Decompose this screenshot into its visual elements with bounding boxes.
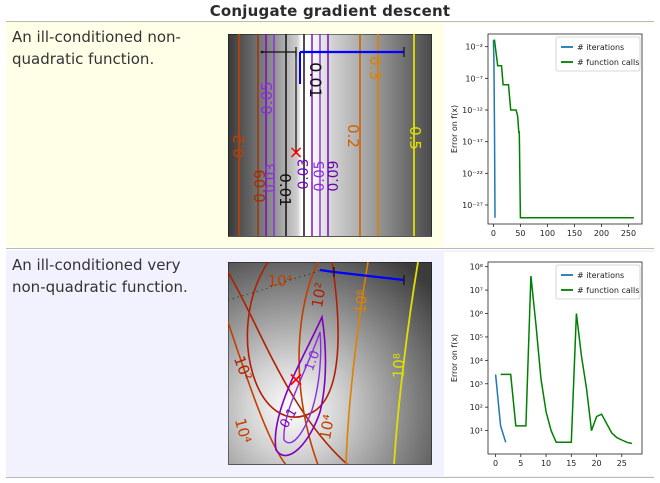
divider [6,248,654,249]
contour-label: 0.03 [296,158,312,189]
x-tick-label: 0 [491,229,496,238]
contour-label: 10² [308,281,330,309]
series-line-function-calls [493,39,634,219]
contour-label: 0.05 [258,81,276,114]
y-tick-label: 10³ [470,380,483,389]
contour-label: 10⁴ [316,413,338,441]
example-row-very-non-quadratic: An ill-conditioned very non-quadratic fu… [6,250,654,477]
contour-line [228,321,287,465]
convergence-chart: 0 50 100 150 200 250 10⁻² 10⁻⁷ 10⁻¹² 10⁻¹⁷ 10⁻²² 10… [444,24,654,246]
x-tick-label: 0 [493,459,498,468]
x-tick-label: 250 [621,229,636,238]
row-description: An ill-conditioned very non-quadratic fu… [12,256,188,296]
contour-label: 0.2 [344,124,362,148]
series-line-function-calls [500,275,633,445]
contour-label: 0.05 [312,160,328,191]
contour-label: 0.03 [264,164,279,193]
contour-label: 0.01 [276,173,294,206]
x-tick-label: 20 [591,459,601,468]
x-tick-label: 15 [566,459,576,468]
y-axis-label: Error on f(x) [450,334,459,382]
x-tick-label: 10 [541,459,551,468]
example-row-ill-conditioned: An ill-conditioned non-quadratic functio… [6,22,654,247]
page-title: Conjugate gradient descent [209,2,451,20]
divider [6,21,654,22]
legend-label: # function calls [577,58,639,67]
legend-label: # iterations [577,271,624,280]
x-tick-label: 50 [515,229,525,238]
chart-axes: 0 5 10 15 20 25 10⁸ 10⁷ 10⁶ 10⁵ 10⁴ 10³ 10² 10¹ Error … [450,261,643,468]
contour-plot: 10⁴ 10² 10⁶ 10² 10⁸ 1.0 0.1 10⁴ 10⁴ × [228,262,432,465]
row-description: An ill-conditioned non-quadratic functio… [12,28,181,68]
x-tick-label: 5 [518,459,523,468]
contour-line [345,262,369,465]
contour-label: 0.01 [306,62,325,98]
contour-label: 1.0 [302,349,323,374]
series-line-iterations [494,374,507,443]
y-tick-label: 10⁻² [465,43,483,52]
y-tick-label: 10⁻⁷ [465,74,483,83]
x-tick-label: 150 [567,229,582,238]
contour-label: 10⁴ [267,272,292,290]
contour-line [283,331,322,444]
optimum-marker: × [288,142,303,163]
y-tick-label: 10⁻¹² [462,106,483,115]
evaluation-point [260,50,264,54]
contour-label: 0.5 [406,126,424,150]
legend-label: # iterations [577,43,624,52]
contour-label: 0.3 [366,56,384,80]
legend [555,36,641,72]
y-tick-label: 10⁷ [470,286,483,295]
contour-label: 10⁶ [353,289,371,314]
y-tick-label: 10⁸ [470,263,483,272]
contour-line [393,262,419,465]
legend-label: # function calls [577,286,639,295]
contour-label: 10⁸ [390,353,409,379]
x-tick-label: 25 [617,459,627,468]
y-tick-label: 10⁴ [470,356,483,365]
contour-plot: 0.2 0.05 0.01 0.3 0.2 0.5 0.09 0.01 0.03… [228,34,432,237]
contour-line [274,314,327,457]
y-tick-label: 10⁻²² [462,169,483,178]
contour-label: 0.09 [251,169,269,202]
x-tick-label: 100 [540,229,555,238]
y-tick-label: 10⁵ [470,333,483,342]
y-tick-label: 10⁻²⁷ [462,201,483,210]
legend [555,264,641,300]
y-axis-label: Error on f(x) [450,105,459,153]
contour-label: 10⁴ [231,416,255,445]
series-line-iterations [492,40,496,218]
contour-label: 0.09 [326,160,342,191]
chart-axes: 0 50 100 150 200 250 10⁻² 10⁻⁷ 10⁻¹² 10⁻¹⁷ 10⁻²² 10… [450,33,643,238]
optimum-marker: × [288,367,305,391]
function-calls-path [228,269,321,301]
y-tick-label: 10¹ [470,427,483,436]
x-tick-label: 200 [594,229,609,238]
y-tick-label: 10⁶ [470,310,483,319]
contour-label: 0.2 [230,134,248,158]
divider [6,477,654,478]
y-tick-label: 10⁻¹⁷ [462,138,483,147]
convergence-chart: 0 5 10 15 20 25 10⁸ 10⁷ 10⁶ 10⁵ 10⁴ 10³ 10² 10¹ Error … [444,252,654,476]
y-tick-label: 10² [470,403,483,412]
contour-line [228,271,349,465]
contour-line [246,262,339,418]
